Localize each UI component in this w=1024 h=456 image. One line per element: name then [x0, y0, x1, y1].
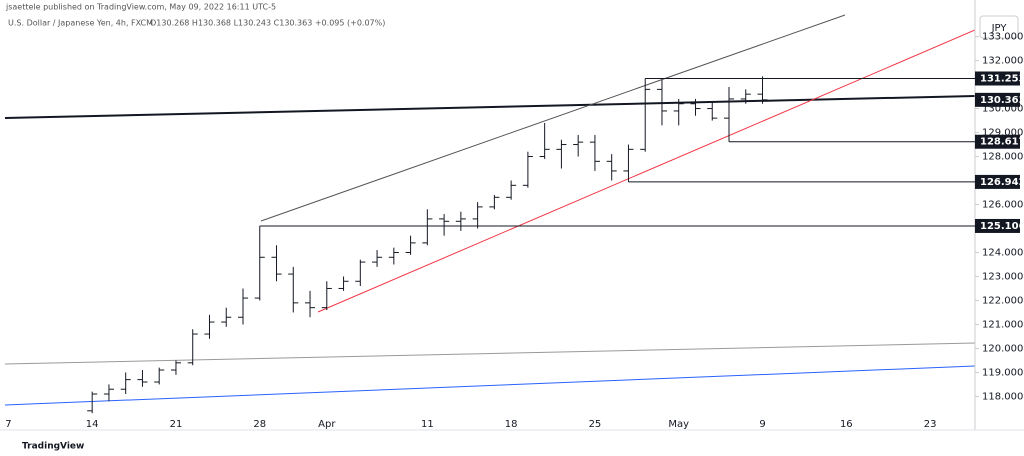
y-tick-label: 124.000 [982, 247, 1023, 258]
price-tag [975, 71, 1020, 86]
x-tick-label: 18 [505, 419, 518, 430]
trendline [4, 365, 975, 406]
channel-line [260, 14, 846, 222]
y-tick-label: 133.000 [982, 32, 1023, 43]
x-tick-label: 28 [253, 419, 266, 430]
x-tick-label: 16 [840, 419, 853, 430]
ohlc-readout: O130.268 H130.368 L130.243 C130.363 +0.0… [150, 19, 385, 28]
y-tick-label: 120.000 [982, 343, 1023, 354]
x-tick-label: 21 [170, 419, 183, 430]
x-tick-label: 14 [86, 419, 99, 430]
y-tick-label: 126.000 [982, 200, 1023, 211]
trendline [4, 95, 975, 119]
y-tick-label: 132.000 [982, 56, 1023, 67]
price-tag [975, 174, 1020, 189]
y-tick-label: 130.000 [982, 104, 1023, 115]
currency[interactable]: JPY [991, 23, 1008, 34]
x-tick-label: 25 [589, 419, 602, 430]
x-tick-label: 11 [421, 419, 434, 430]
y-tick-label: 121.000 [982, 319, 1023, 330]
y-tick-label: 128.000 [982, 152, 1023, 163]
logo: TradingView [22, 442, 84, 452]
price-tag [975, 92, 1020, 107]
x-tick-label: Apr [318, 419, 336, 430]
y-tick-label: 122.000 [982, 295, 1023, 306]
drawings [4, 14, 975, 406]
x-tick-label: 9 [759, 419, 765, 430]
symbol: U.S. Dollar / Japanese Yen, 4h, FXCM [8, 19, 153, 28]
y-tick-label: 123.000 [982, 271, 1023, 282]
price-tag-label: 126.942 [980, 177, 1024, 188]
price-tag-label: 125.106 [980, 221, 1024, 232]
x-tick-label: 7 [5, 419, 11, 430]
price-tag-label: 130.363 [980, 95, 1024, 106]
x-tick-label: May [668, 419, 689, 430]
y-tick-label: 119.000 [982, 367, 1023, 378]
y-tick-label: 129.000 [982, 128, 1023, 139]
support-line [317, 29, 975, 313]
bars [87, 76, 768, 414]
x-tick-label: 23 [924, 419, 937, 430]
price-tag [975, 218, 1020, 233]
price-tag [975, 134, 1020, 149]
trendline [4, 342, 975, 365]
currency-box[interactable] [979, 15, 1019, 39]
price-tag-label: 128.617 [980, 137, 1024, 148]
publisher: jsaettele published on TradingView.com, … [5, 3, 276, 12]
price-tag-label: 131.253 [980, 73, 1024, 84]
y-tick-label: 118.000 [982, 391, 1023, 402]
